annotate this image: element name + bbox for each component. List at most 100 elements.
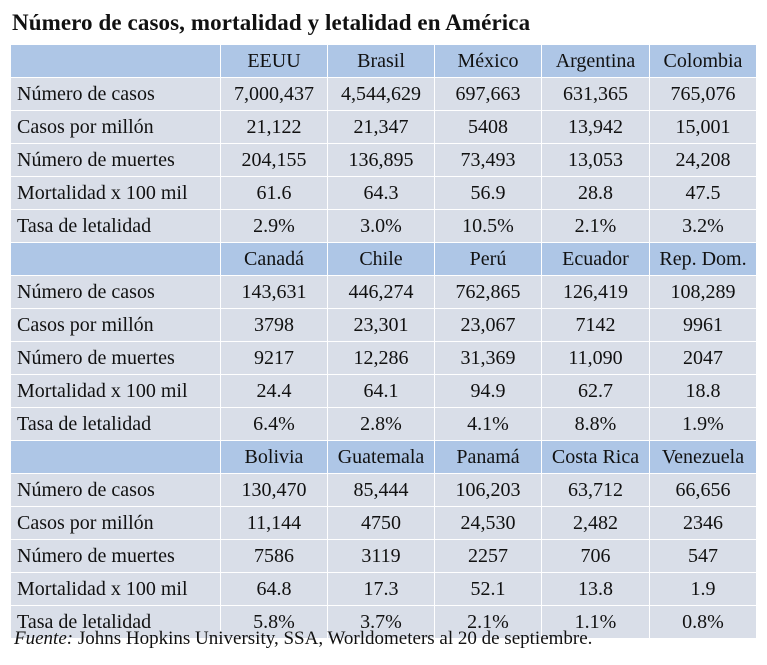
value-cell: 15,001 bbox=[649, 110, 757, 144]
country-header-cell: Rep. Dom. bbox=[649, 242, 757, 276]
value-cell: 631,365 bbox=[541, 77, 650, 111]
value-cell: 1.9 bbox=[649, 572, 757, 606]
value-cell: 3798 bbox=[220, 308, 328, 342]
value-cell: 204,155 bbox=[220, 143, 328, 177]
value-cell: 126,419 bbox=[541, 275, 650, 309]
value-cell: 4,544,629 bbox=[327, 77, 435, 111]
value-cell: 64.3 bbox=[327, 176, 435, 210]
source-text: Johns Hopkins University, SSA, Worldomet… bbox=[73, 628, 593, 649]
table-row: Mortalidad x 100 mil 64.8 17.3 52.1 13.8 1.9 bbox=[10, 572, 757, 606]
value-cell: 9217 bbox=[220, 341, 328, 375]
row-label: Casos por millón bbox=[10, 110, 221, 144]
value-cell: 1.1% bbox=[541, 605, 650, 639]
value-cell: 1.9% bbox=[649, 407, 757, 441]
value-cell: 9961 bbox=[649, 308, 757, 342]
value-cell: 73,493 bbox=[434, 143, 542, 177]
value-cell: 24,530 bbox=[434, 506, 542, 540]
table-row: Mortalidad x 100 mil 61.6 64.3 56.9 28.8 47.5 bbox=[10, 176, 757, 210]
value-cell: 2346 bbox=[649, 506, 757, 540]
source-label: Fuente: bbox=[14, 628, 74, 649]
value-cell: 3119 bbox=[327, 539, 435, 573]
value-cell: 85,444 bbox=[327, 473, 435, 507]
value-cell: 62.7 bbox=[541, 374, 650, 408]
value-cell: 10.5% bbox=[434, 209, 542, 243]
row-label: Tasa de letalidad bbox=[10, 209, 221, 243]
country-header-cell: Chile bbox=[327, 242, 435, 276]
value-cell: 94.9 bbox=[434, 374, 542, 408]
value-cell: 2.1% bbox=[541, 209, 650, 243]
value-cell: 24.4 bbox=[220, 374, 328, 408]
value-cell: 2257 bbox=[434, 539, 542, 573]
value-cell: 765,076 bbox=[649, 77, 757, 111]
country-header-cell: Guatemala bbox=[327, 440, 435, 474]
header-blank-cell bbox=[10, 44, 221, 78]
value-cell: 6.4% bbox=[220, 407, 328, 441]
value-cell: 7586 bbox=[220, 539, 328, 573]
value-cell: 3.7% bbox=[327, 605, 435, 639]
value-cell: 547 bbox=[649, 539, 757, 573]
row-label: Número de muertes bbox=[10, 143, 221, 177]
row-label: Tasa de letalidad bbox=[10, 407, 221, 441]
value-cell: 18.8 bbox=[649, 374, 757, 408]
table-row: Casos por millón 3798 23,301 23,067 7142 9961 bbox=[10, 308, 757, 342]
value-cell: 61.6 bbox=[220, 176, 328, 210]
data-table: EEUU Brasil México Argentina Colombia Número … bbox=[10, 44, 757, 639]
table-row: Número de casos 7,000,437 4,544,629 697,663… bbox=[10, 77, 757, 111]
value-cell: 2.9% bbox=[220, 209, 328, 243]
table-body: EEUU Brasil México Argentina Colombia Número … bbox=[10, 44, 757, 639]
value-cell: 12,286 bbox=[327, 341, 435, 375]
table-row: Tasa de letalidad 2.9% 3.0% 10.5% 2.1% 3.2% bbox=[10, 209, 757, 243]
source-note: Fuente: Johns Hopkins University, SSA, W… bbox=[14, 628, 592, 650]
value-cell: 4750 bbox=[327, 506, 435, 540]
value-cell: 64.8 bbox=[220, 572, 328, 606]
value-cell: 130,470 bbox=[220, 473, 328, 507]
row-label: Número de muertes bbox=[10, 539, 221, 573]
country-header-cell: Canadá bbox=[220, 242, 328, 276]
value-cell: 8.8% bbox=[541, 407, 650, 441]
value-cell: 143,631 bbox=[220, 275, 328, 309]
row-label: Casos por millón bbox=[10, 506, 221, 540]
value-cell: 28.8 bbox=[541, 176, 650, 210]
table-row: Número de muertes 204,155 136,895 73,493 13,… bbox=[10, 143, 757, 177]
value-cell: 11,090 bbox=[541, 341, 650, 375]
value-cell: 63,712 bbox=[541, 473, 650, 507]
value-cell: 17.3 bbox=[327, 572, 435, 606]
country-header-cell: Ecuador bbox=[541, 242, 650, 276]
value-cell: 24,208 bbox=[649, 143, 757, 177]
country-header-cell: EEUU bbox=[220, 44, 328, 78]
value-cell: 13.8 bbox=[541, 572, 650, 606]
value-cell: 108,289 bbox=[649, 275, 757, 309]
table-row: Número de casos 143,631 446,274 762,865 126,… bbox=[10, 275, 757, 309]
row-label: Casos por millón bbox=[10, 308, 221, 342]
value-cell: 2047 bbox=[649, 341, 757, 375]
header-blank-cell bbox=[10, 440, 221, 474]
country-header-cell: Argentina bbox=[541, 44, 650, 78]
row-label: Mortalidad x 100 mil bbox=[10, 572, 221, 606]
row-label: Número de casos bbox=[10, 77, 221, 111]
value-cell: 13,942 bbox=[541, 110, 650, 144]
value-cell: 23,067 bbox=[434, 308, 542, 342]
value-cell: 7142 bbox=[541, 308, 650, 342]
table-row: Tasa de letalidad 6.4% 2.8% 4.1% 8.8% 1.9% bbox=[10, 407, 757, 441]
value-cell: 2,482 bbox=[541, 506, 650, 540]
value-cell: 21,347 bbox=[327, 110, 435, 144]
table-row: Número de casos 130,470 85,444 106,203 63,71… bbox=[10, 473, 757, 507]
country-header-cell: Brasil bbox=[327, 44, 435, 78]
header-blank-cell bbox=[10, 242, 221, 276]
country-header-cell: Panamá bbox=[434, 440, 542, 474]
value-cell: 697,663 bbox=[434, 77, 542, 111]
value-cell: 64.1 bbox=[327, 374, 435, 408]
value-cell: 7,000,437 bbox=[220, 77, 328, 111]
value-cell: 2.8% bbox=[327, 407, 435, 441]
value-cell: 66,656 bbox=[649, 473, 757, 507]
value-cell: 3.2% bbox=[649, 209, 757, 243]
country-header-cell: México bbox=[434, 44, 542, 78]
country-header-row: Canadá Chile Perú Ecuador Rep. Dom. bbox=[10, 242, 757, 276]
table-row: Casos por millón 11,144 4750 24,530 2,482 234… bbox=[10, 506, 757, 540]
country-header-row: Bolivia Guatemala Panamá Costa Rica Venezuel… bbox=[10, 440, 757, 474]
value-cell: 4.1% bbox=[434, 407, 542, 441]
table-row: Número de muertes 7586 3119 2257 706 547 bbox=[10, 539, 757, 573]
table-row: Casos por millón 21,122 21,347 5408 13,942 15… bbox=[10, 110, 757, 144]
table-row: Tasa de letalidad 5.8% 3.7% 2.1% 1.1% 0.8% bbox=[10, 605, 757, 639]
value-cell: 21,122 bbox=[220, 110, 328, 144]
